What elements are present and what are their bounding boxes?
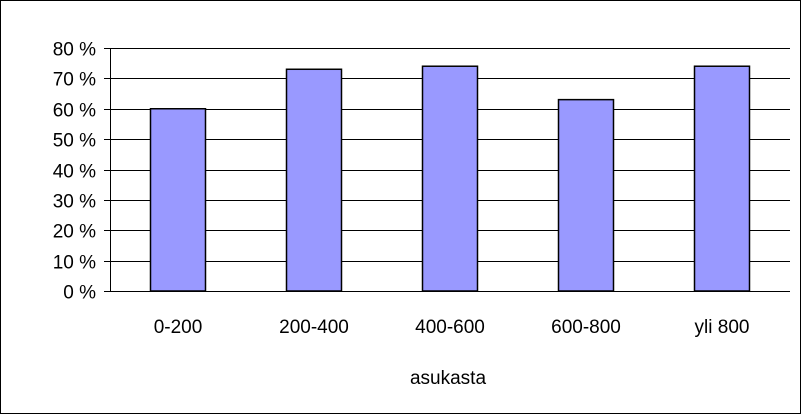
x-category-label: 0-200 xyxy=(154,317,203,338)
y-tick-labels: 0 % 10 % 20 % 30 % 40 % 50 % 60 % 70 % 80 % xyxy=(53,40,96,304)
y-tick-label: 60 % xyxy=(53,101,96,122)
bars xyxy=(149,65,751,292)
x-category-label: yli 800 xyxy=(695,317,750,338)
x-category-labels: 0-200 200-400 400-600 600-800 yli 800 xyxy=(154,317,750,338)
y-tick-label: 10 % xyxy=(53,253,96,274)
axes xyxy=(104,48,790,292)
bar xyxy=(693,65,751,292)
x-axis-title: asukasta xyxy=(410,368,486,389)
x-category-label: 600-800 xyxy=(551,317,621,338)
x-category-label: 400-600 xyxy=(415,317,485,338)
y-tick-label: 40 % xyxy=(53,162,96,183)
bar xyxy=(557,98,615,292)
y-tick-label: 80 % xyxy=(53,40,96,61)
bar xyxy=(285,68,343,292)
y-tick-label: 30 % xyxy=(53,192,96,213)
y-tick-label: 0 % xyxy=(63,283,96,304)
x-category-label: 200-400 xyxy=(279,317,349,338)
bar xyxy=(421,65,479,292)
bar xyxy=(149,108,207,292)
y-tick-label: 70 % xyxy=(53,70,96,91)
y-tick-label: 50 % xyxy=(53,131,96,152)
y-tick-label: 20 % xyxy=(53,222,96,243)
